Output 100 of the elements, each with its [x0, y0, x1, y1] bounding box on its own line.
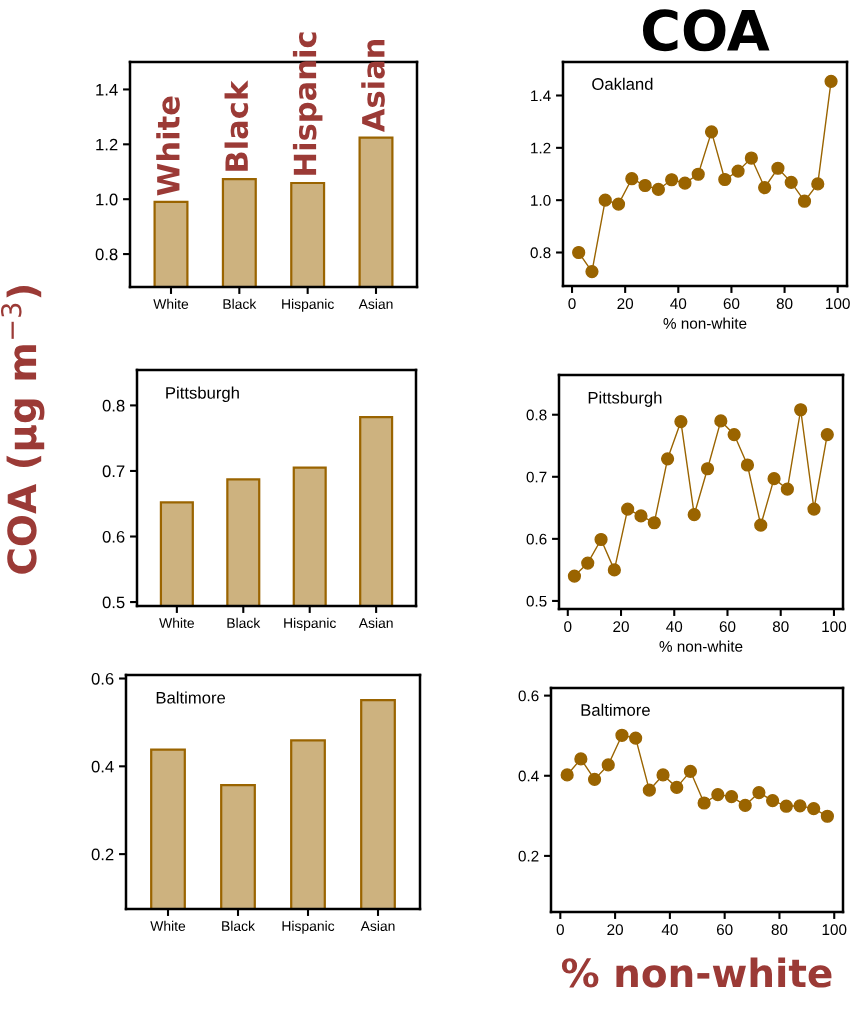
point	[670, 780, 684, 794]
x-tick-label: Asian	[358, 298, 393, 310]
x-axis-title: % non-white	[663, 317, 747, 329]
point	[766, 794, 780, 808]
point	[560, 768, 574, 782]
y-tick-label: 0.6	[518, 690, 539, 702]
x-tick-label: Asian	[358, 617, 393, 629]
x-tick-label: White	[150, 920, 186, 932]
point	[697, 796, 711, 810]
x-axis-title: % non-white	[659, 640, 743, 652]
y-tick-label: 0.4	[518, 770, 539, 782]
point	[601, 758, 615, 772]
point	[771, 161, 785, 175]
point	[678, 176, 692, 190]
y-axis-title: COA (µg m$^{−3}$)	[0, 286, 45, 574]
x-tick-label: White	[153, 298, 189, 310]
x-tick-label: White	[159, 617, 194, 629]
x-axis-title: % non-white	[561, 957, 832, 988]
point	[744, 151, 758, 165]
point	[758, 181, 772, 195]
x-tick-label: Black	[227, 617, 261, 629]
point	[711, 787, 725, 802]
annotation: White	[156, 96, 180, 196]
y-tick-label: 1.4	[531, 90, 551, 102]
x-tick-label: 40	[666, 621, 683, 633]
point	[824, 74, 838, 88]
x-tick-label: 0	[568, 298, 576, 310]
y-tick-label: 1.2	[96, 138, 118, 151]
point	[727, 427, 741, 442]
x-tick-label: 20	[607, 924, 623, 936]
y-tick-label: 0.5	[102, 596, 125, 609]
x-tick-label: Hispanic	[282, 920, 335, 934]
point	[567, 569, 582, 583]
x-tick-label: 0	[564, 621, 572, 633]
y-tick-label: 0.4	[91, 760, 114, 773]
x-tick-label: Asian	[360, 920, 395, 932]
x-tick-label: 0	[556, 924, 564, 936]
point	[793, 799, 807, 813]
point	[642, 783, 656, 797]
y-tick-label: 0.5	[526, 595, 547, 607]
point	[691, 167, 705, 181]
x-tick-label: 40	[670, 298, 687, 310]
point	[594, 532, 608, 547]
x-tick-label: 60	[723, 298, 740, 310]
annotation: Pittsburgh	[166, 386, 239, 403]
point	[674, 414, 688, 429]
point	[738, 798, 752, 813]
x-tick-label: 40	[661, 924, 678, 936]
x-tick-label: 20	[613, 621, 629, 633]
x-tick-label: Hispanic	[282, 298, 334, 312]
point	[807, 802, 821, 816]
point	[779, 799, 793, 813]
point	[767, 472, 781, 486]
point	[714, 414, 728, 428]
point	[700, 462, 715, 476]
point	[740, 458, 755, 472]
point	[629, 731, 643, 745]
point	[780, 482, 794, 496]
point	[718, 172, 732, 187]
x-tick-label: 100	[822, 621, 847, 633]
y-tick-label: 0.7	[526, 471, 547, 483]
point	[794, 403, 808, 417]
point	[607, 563, 621, 577]
point	[621, 502, 635, 516]
point	[647, 516, 661, 530]
point	[651, 182, 665, 197]
y-tick-label: 1.0	[531, 195, 551, 206]
x-tick-label: Hispanic	[284, 617, 336, 631]
point	[752, 785, 766, 800]
point	[784, 175, 798, 189]
point	[585, 265, 599, 279]
point	[687, 508, 701, 522]
point	[572, 245, 586, 260]
x-tick-label: 80	[772, 621, 789, 633]
y-tick-label: 0.8	[526, 409, 547, 421]
point	[704, 125, 719, 139]
annotation: Asian	[361, 39, 385, 133]
point	[665, 173, 679, 187]
point	[634, 509, 648, 523]
point	[820, 427, 834, 442]
point	[660, 452, 675, 466]
y-tick-label: 0.2	[91, 848, 114, 861]
y-tick-label: 1.2	[531, 142, 551, 154]
x-tick-label: 100	[826, 298, 850, 310]
x-tick-label: 80	[776, 298, 793, 310]
x-tick-label: Black	[223, 298, 257, 310]
y-tick-label: 0.8	[530, 247, 551, 259]
y-tick-label: 0.6	[91, 672, 114, 685]
point	[611, 197, 626, 211]
point	[598, 193, 612, 207]
y-tick-label: 0.6	[526, 533, 547, 545]
point	[656, 768, 670, 782]
chart-title: COA	[643, 9, 770, 52]
point	[807, 502, 821, 516]
annotation: Oakland	[592, 77, 653, 90]
point	[724, 789, 739, 804]
y-tick-label: 0.6	[102, 530, 125, 543]
y-tick-label: 0.8	[95, 248, 118, 261]
x-tick-label: 60	[716, 924, 733, 936]
point	[754, 518, 768, 532]
